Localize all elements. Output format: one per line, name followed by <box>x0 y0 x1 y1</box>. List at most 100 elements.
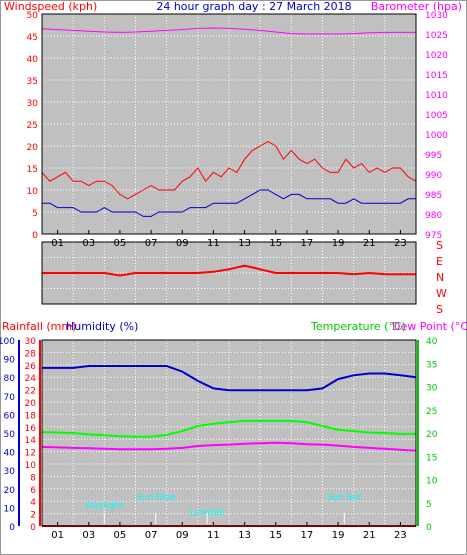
event-label: Sun Set <box>327 493 362 503</box>
humidity-tick-label: 70 <box>4 393 16 403</box>
humidity-tick-label: 80 <box>4 374 16 384</box>
x-tick-label: 09 <box>176 530 189 541</box>
baro-tick-label: 1010 <box>425 91 448 101</box>
baro-tick-label: 1030 <box>425 11 448 21</box>
temperature-tick-label: 0 <box>426 523 432 533</box>
x-tick-label: 19 <box>332 238 345 249</box>
temperature-axis-label: Temperature (°C) <box>310 320 406 333</box>
wind-average-line <box>42 189 416 217</box>
event-label: Daylight <box>85 501 123 511</box>
humidity-tick-label: 60 <box>4 411 16 421</box>
dir-letter-s-bottom: S <box>436 303 443 316</box>
x-tick-label: 11 <box>207 238 220 249</box>
rainfall-tick-label: 26 <box>25 362 37 372</box>
rainfall-tick-label: 28 <box>25 349 37 359</box>
x-tick-label: 07 <box>145 238 158 249</box>
baro-tick-label: 980 <box>425 211 442 221</box>
x-tick-label: 17 <box>301 530 314 541</box>
x-tick-label: 13 <box>238 238 251 249</box>
wind-tick-label: 50 <box>27 11 39 21</box>
dewpoint-line <box>41 441 417 452</box>
wind-direction-line <box>42 264 416 277</box>
humidity-tick-label: 10 <box>4 504 16 514</box>
x-tick-label: 15 <box>269 238 282 249</box>
x-tick-label: 01 <box>51 238 64 249</box>
rainfall-tick-label: 22 <box>25 387 36 397</box>
x-tick-label: 03 <box>82 238 95 249</box>
baro-tick-label: 990 <box>425 171 442 181</box>
x-tick-label: 13 <box>238 530 251 541</box>
baro-tick-label: 1020 <box>425 51 448 61</box>
humidity-tick-label: 40 <box>4 449 16 459</box>
temperature-tick-label: 15 <box>426 453 437 463</box>
barometer-axis-label: Barometer (hpa) <box>371 0 462 13</box>
humidity-tick-label: 100 <box>0 337 15 347</box>
wind-baro-plot-border <box>41 13 417 235</box>
x-tick-label: 23 <box>394 238 407 249</box>
wind-tick-label: 20 <box>27 143 39 153</box>
x-tick-label: 17 <box>301 238 314 249</box>
temperature-tick-label: 5 <box>426 500 432 510</box>
humidity-tick-label: 30 <box>4 467 16 477</box>
wind-tick-label: 30 <box>27 99 39 109</box>
humidity-axis-label: Humidity (%) <box>66 320 138 333</box>
wind-tick-label: 0 <box>32 231 38 241</box>
rainfall-tick-label: 14 <box>25 436 37 446</box>
rainfall-tick-label: 4 <box>30 498 36 508</box>
x-tick-label: 23 <box>394 530 407 541</box>
baro-tick-label: 1015 <box>425 71 448 81</box>
temperature-tick-label: 40 <box>426 337 438 347</box>
rainfall-tick-label: 6 <box>30 486 36 496</box>
wind-tick-label: 25 <box>27 121 38 131</box>
dir-letter-n: N <box>436 271 444 284</box>
direction-plot-border <box>41 241 417 305</box>
wind-gust-line <box>41 141 417 200</box>
wind-tick-label: 10 <box>27 187 39 197</box>
temperature-tick-label: 30 <box>426 384 438 394</box>
x-tick-label: 07 <box>145 530 158 541</box>
wind-tick-label: 40 <box>27 55 39 65</box>
wind-tick-label: 5 <box>32 209 38 219</box>
rainfall-tick-label: 0 <box>30 523 36 533</box>
humidity-tick-label: 50 <box>4 430 16 440</box>
rainfall-tick-label: 10 <box>25 461 37 471</box>
wind-baro-chart: 0510152025303540455097598098599099510001… <box>27 11 449 249</box>
wind-tick-label: 35 <box>27 77 38 87</box>
dir-letter-w: W <box>436 287 447 300</box>
windspeed-axis-label: Windspeed (kph) <box>4 0 97 13</box>
x-tick-label: 19 <box>332 530 345 541</box>
temperature-tick-label: 25 <box>426 407 437 417</box>
dir-letter-s-top: S <box>436 239 443 252</box>
humidity-tick-label: 0 <box>9 523 15 533</box>
x-tick-label: 03 <box>82 530 95 541</box>
rainfall-tick-label: 12 <box>25 449 36 459</box>
x-tick-label: 21 <box>363 238 376 249</box>
x-tick-label: 05 <box>114 238 127 249</box>
graph-title: 24 hour graph day : 27 March 2018 <box>156 0 351 13</box>
rainfall-axis-label: Rainfall (mm) <box>2 320 76 333</box>
rainfall-tick-label: 20 <box>25 399 37 409</box>
rainfall-tick-label: 8 <box>30 473 36 483</box>
baro-tick-label: 1000 <box>425 131 448 141</box>
x-tick-label: 05 <box>114 530 127 541</box>
baro-tick-label: 1025 <box>425 31 448 41</box>
temperature-tick-label: 35 <box>426 360 437 370</box>
x-tick-label: 11 <box>207 530 220 541</box>
dir-letter-e: E <box>436 255 443 268</box>
dewpoint-axis-label: Dew Point (°C) <box>392 320 467 333</box>
direction-chart <box>41 241 417 305</box>
temp-hum-chart: 0102030405060708090100024681012141618202… <box>0 337 438 541</box>
event-label: Lowtide <box>190 508 225 518</box>
x-tick-label: 15 <box>269 530 282 541</box>
wind-tick-label: 15 <box>27 165 38 175</box>
wind-tick-label: 45 <box>27 33 38 43</box>
x-tick-label: 09 <box>176 238 189 249</box>
rainfall-tick-label: 24 <box>25 374 37 384</box>
humidity-tick-label: 20 <box>4 486 16 496</box>
event-label: Sun Rise <box>136 493 175 503</box>
rainfall-tick-label: 18 <box>25 411 37 421</box>
humidity-tick-label: 90 <box>4 356 16 366</box>
x-tick-label: 21 <box>363 530 376 541</box>
baro-tick-label: 985 <box>425 191 442 201</box>
